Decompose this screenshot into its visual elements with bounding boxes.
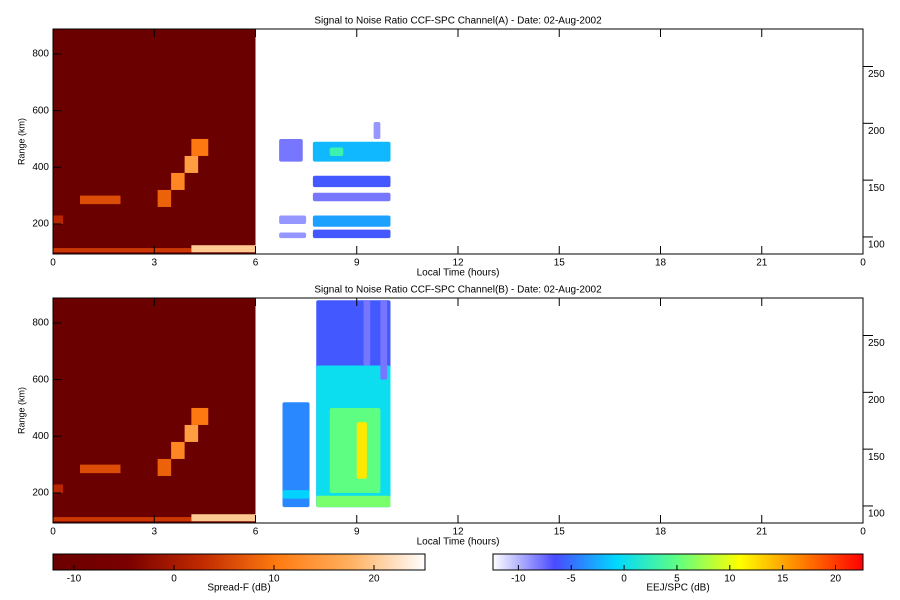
x-tick-label: 6 [253, 527, 259, 538]
heat-cell [191, 407, 209, 425]
x-tick-label: 3 [151, 527, 157, 538]
colorbar-tick-label: 10 [724, 574, 736, 585]
x-tick-label: 15 [554, 527, 566, 538]
colorbar-tick-label: 20 [368, 574, 380, 585]
colorbar [52, 553, 426, 571]
heat-cell [312, 192, 391, 202]
x-tick-label: 12 [452, 527, 464, 538]
x-tick-label: 9 [354, 258, 360, 269]
heat-cell [53, 484, 64, 493]
heat-cell [316, 495, 391, 508]
y-tick-label: 200 [32, 488, 49, 499]
heat-cell [329, 407, 381, 493]
x-tick-label: 18 [655, 527, 667, 538]
heat-cell [53, 29, 256, 254]
y-tick-label: 200 [32, 219, 49, 230]
colorbar-tick-label: 15 [777, 574, 789, 585]
x-tick-label: 0 [50, 258, 56, 269]
heat-cell [356, 422, 367, 479]
x-tick-label: 3 [151, 258, 157, 269]
y2-tick-label: 100 [868, 240, 885, 251]
heat-cell [312, 215, 391, 227]
y2-tick-label: 250 [868, 338, 885, 349]
heat-cell [184, 155, 199, 173]
heat-cell [80, 195, 121, 205]
chart-title: Signal to Noise Ratio CCF-SPC Channel(B)… [314, 285, 602, 296]
y-tick-label: 600 [32, 374, 49, 385]
heat-cell [282, 402, 310, 508]
heat-cell [171, 441, 185, 459]
heat-cell [312, 229, 391, 239]
heat-cell [312, 141, 391, 162]
heat-cell [282, 490, 310, 499]
colorbar-label: EEJ/SPC (dB) [646, 583, 709, 594]
y-axis-label: Range (km) [16, 118, 26, 165]
heat-cell [191, 514, 256, 522]
plot-area [53, 298, 391, 523]
x-tick-label: 21 [756, 527, 768, 538]
colorbar-tick-label: -10 [511, 574, 526, 585]
y2-tick-label: 150 [868, 452, 885, 463]
heat-cell [279, 232, 307, 239]
heat-cell [53, 248, 192, 253]
x-tick-label: 0 [860, 258, 866, 269]
colorbar-tick-label: -5 [567, 574, 576, 585]
colorbar-tick-label: -10 [67, 574, 82, 585]
heat-cell [171, 172, 185, 190]
heat-cell [329, 147, 344, 156]
heat-cell [157, 458, 172, 476]
heat-cell [363, 300, 371, 366]
x-tick-label: 0 [860, 527, 866, 538]
plot-area [53, 29, 391, 254]
heat-cell [191, 138, 209, 156]
x-tick-label: 6 [253, 258, 259, 269]
y2-tick-label: 150 [868, 183, 885, 194]
colorbar-tick-label: 5 [674, 574, 680, 585]
y-tick-label: 400 [32, 431, 49, 442]
x-axis-label: Local Time (hours) [417, 537, 500, 548]
x-tick-label: 18 [655, 258, 667, 269]
x-tick-label: 15 [554, 258, 566, 269]
heat-cell [53, 215, 64, 224]
heat-cell [279, 138, 303, 162]
heat-cell [184, 424, 199, 442]
chart-title: Signal to Noise Ratio CCF-SPC Channel(A)… [314, 16, 602, 27]
x-tick-label: 21 [756, 258, 768, 269]
colorbar-tick-label: 0 [171, 574, 177, 585]
colorbar-label: Spread-F (dB) [207, 583, 270, 594]
heat-cell [373, 121, 381, 139]
colorbar [492, 553, 864, 571]
heat-cell [157, 189, 172, 207]
heat-cell [53, 517, 192, 522]
x-tick-label: 0 [50, 527, 56, 538]
heat-cell [80, 464, 121, 474]
y-tick-label: 800 [32, 318, 49, 329]
heat-cell [191, 245, 256, 253]
colorbar-tick-label: 0 [621, 574, 627, 585]
y-tick-label: 400 [32, 162, 49, 173]
y2-tick-label: 100 [868, 509, 885, 520]
y-tick-label: 800 [32, 49, 49, 60]
heat-cell [53, 298, 256, 523]
y-axis-label: Range (km) [16, 387, 26, 434]
x-tick-label: 12 [452, 258, 464, 269]
y2-tick-label: 200 [868, 126, 885, 137]
heat-cell [279, 215, 307, 224]
x-axis-label: Local Time (hours) [417, 268, 500, 279]
heat-cell [380, 300, 388, 380]
heat-cell [312, 175, 391, 188]
y2-tick-label: 250 [868, 69, 885, 80]
x-tick-label: 9 [354, 527, 360, 538]
y2-tick-label: 200 [868, 395, 885, 406]
y-tick-label: 600 [32, 105, 49, 116]
colorbar-tick-label: 10 [268, 574, 280, 585]
colorbar-tick-label: 20 [830, 574, 842, 585]
